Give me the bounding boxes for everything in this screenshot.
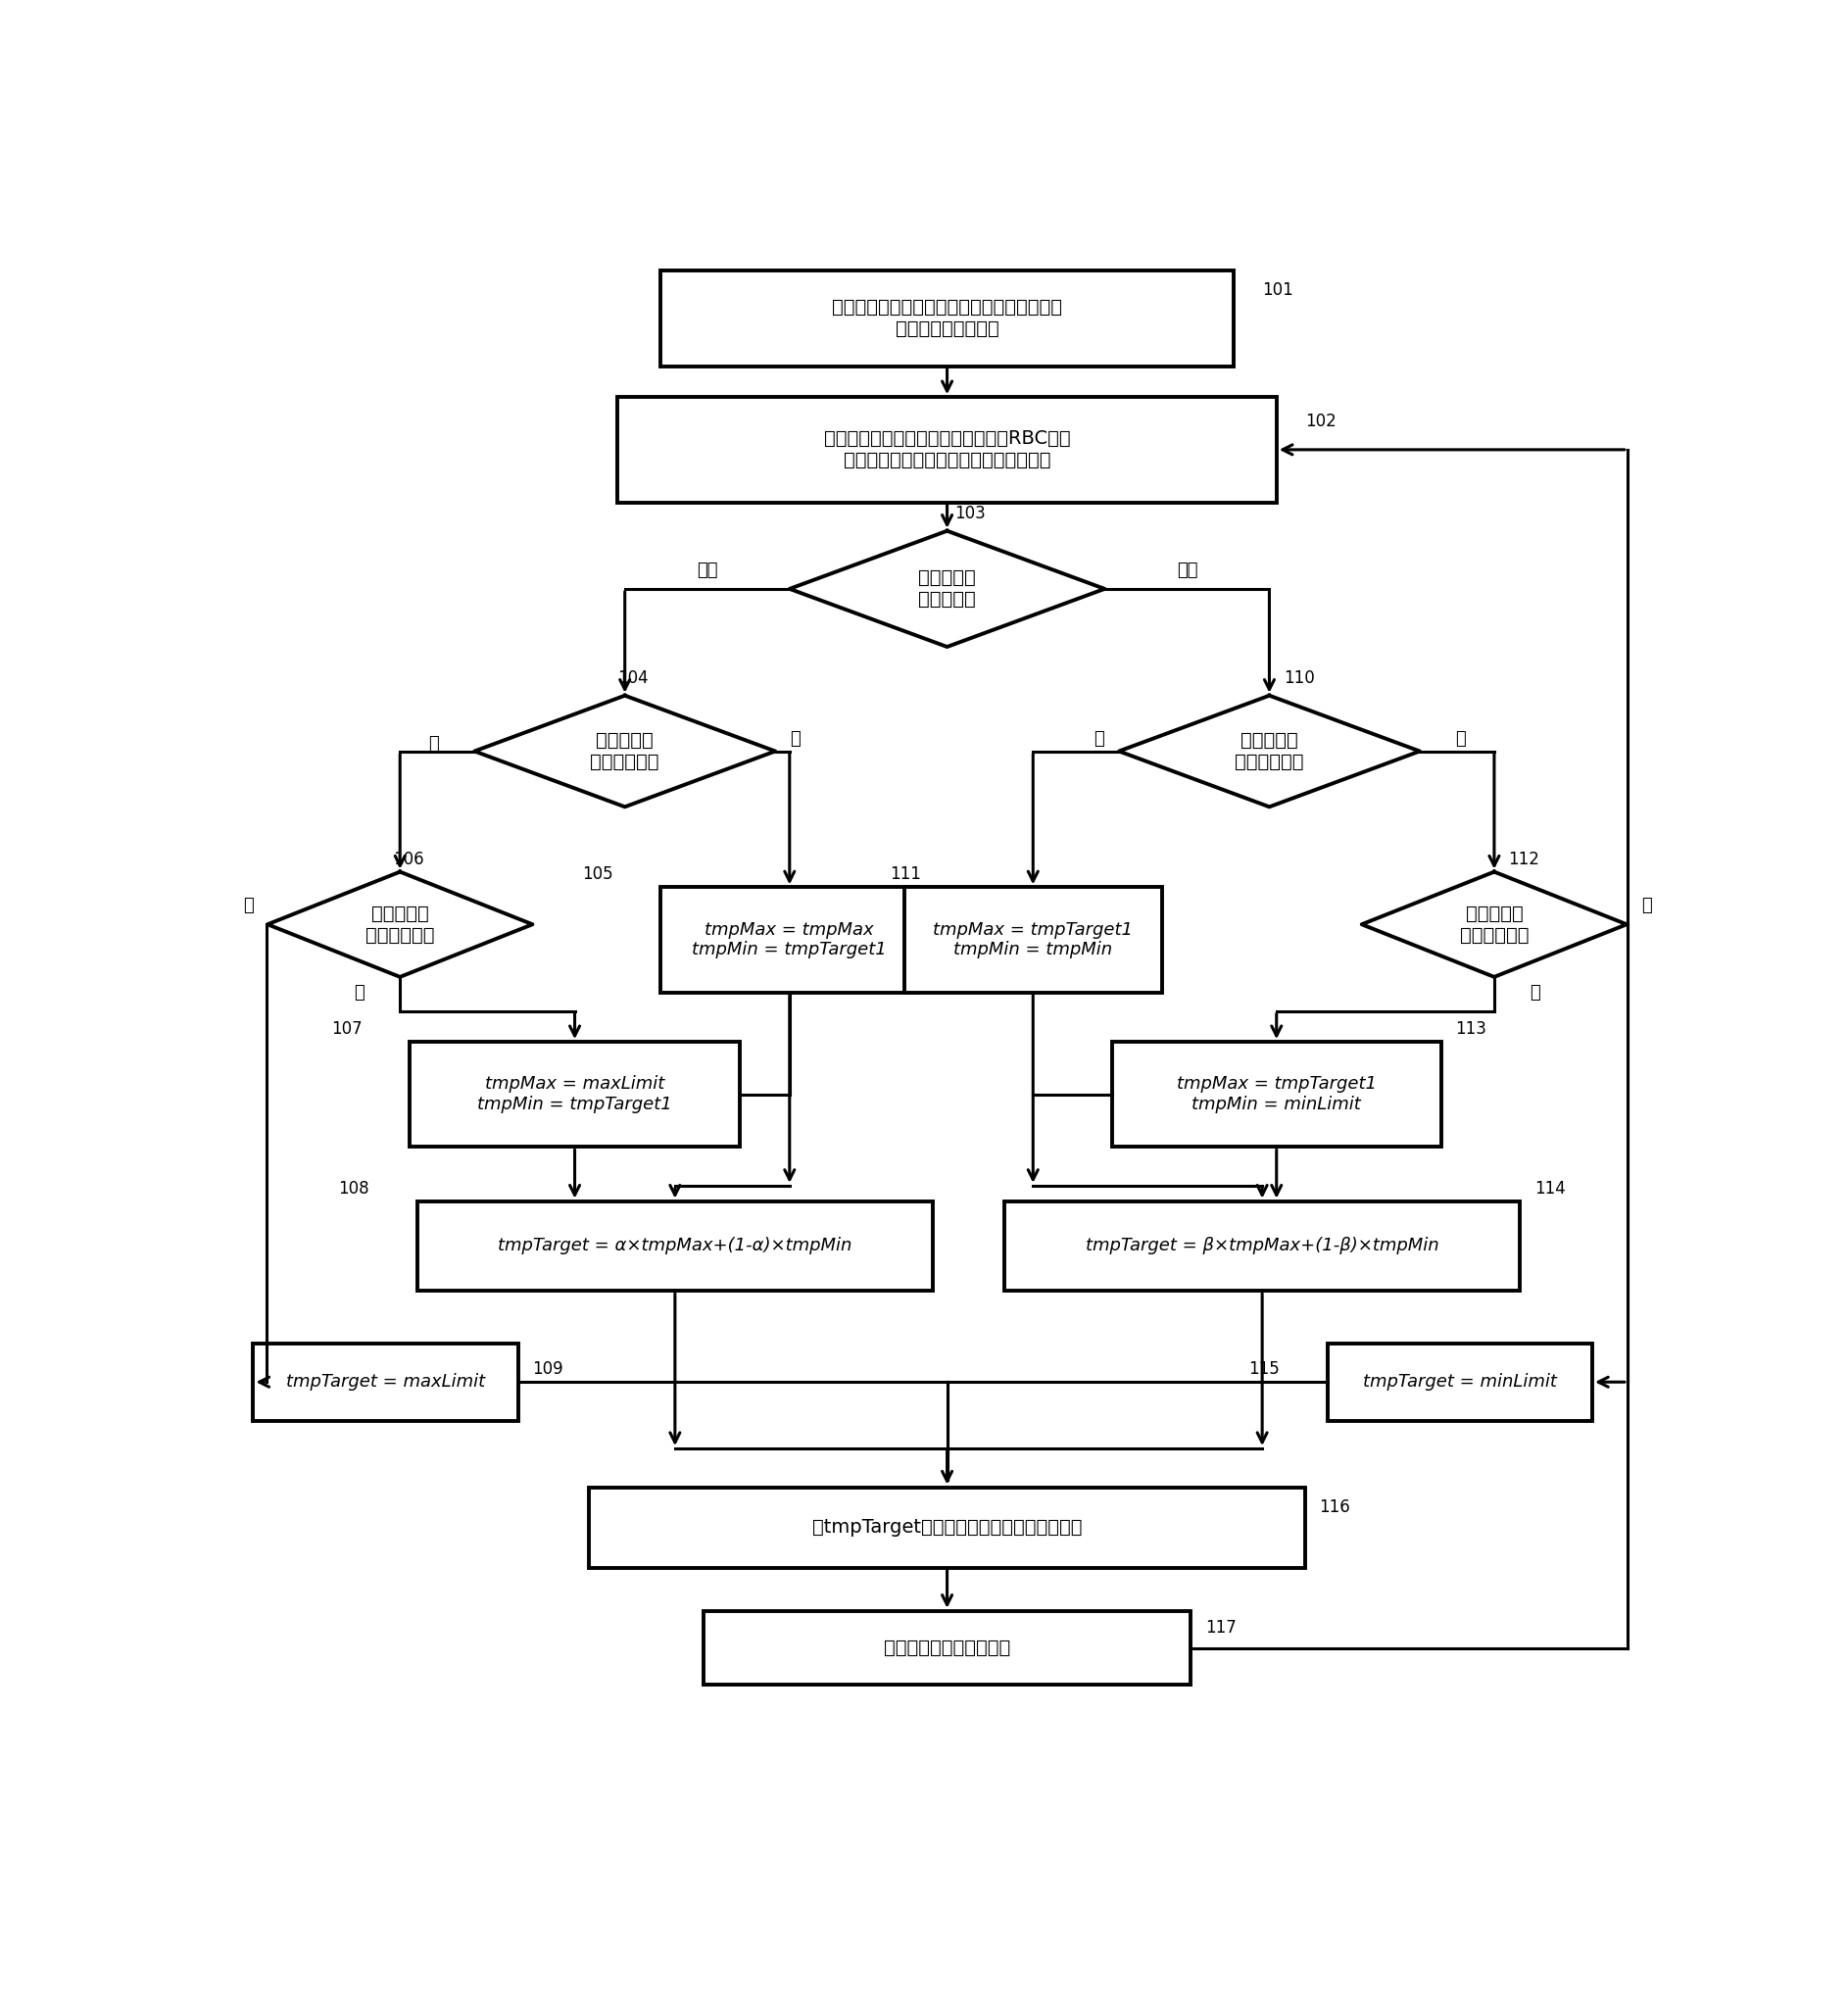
- FancyBboxPatch shape: [418, 1201, 933, 1291]
- Text: 上调: 上调: [697, 562, 717, 578]
- Text: 108: 108: [338, 1179, 370, 1197]
- Text: 107: 107: [331, 1020, 362, 1038]
- Text: 109: 109: [532, 1361, 564, 1377]
- Text: tmpTarget = α×tmpMax+(1-α)×tmpMin: tmpTarget = α×tmpMax+(1-α)×tmpMin: [497, 1237, 852, 1255]
- Text: 103: 103: [954, 504, 985, 522]
- Text: 102: 102: [1305, 414, 1336, 430]
- Text: 116: 116: [1319, 1498, 1351, 1516]
- FancyBboxPatch shape: [1112, 1042, 1441, 1147]
- Text: 和上一次调
整方向同向？: 和上一次调 整方向同向？: [590, 731, 660, 771]
- Text: 到达最大下
调调整步数？: 到达最大下 调调整步数？: [1460, 904, 1528, 944]
- Text: 101: 101: [1262, 281, 1294, 299]
- Polygon shape: [475, 695, 776, 807]
- Text: 下调: 下调: [1177, 562, 1198, 578]
- FancyBboxPatch shape: [662, 271, 1234, 365]
- FancyBboxPatch shape: [253, 1343, 517, 1422]
- Polygon shape: [268, 871, 532, 978]
- FancyBboxPatch shape: [1327, 1343, 1593, 1422]
- Text: tmpMax = maxLimit
tmpMin = tmpTarget1: tmpMax = maxLimit tmpMin = tmpTarget1: [477, 1076, 673, 1114]
- Text: 将tmpTarget做为目标带宽进行无线信道重配: 将tmpTarget做为目标带宽进行无线信道重配: [811, 1518, 1083, 1536]
- Text: 106: 106: [394, 849, 423, 867]
- Text: 执行上、下行业务量调量: 执行上、下行业务量调量: [883, 1639, 1011, 1657]
- Text: 是: 是: [429, 735, 438, 753]
- Text: 105: 105: [582, 865, 614, 884]
- FancyBboxPatch shape: [1005, 1201, 1521, 1291]
- Text: 到达最大上
调调整步数？: 到达最大上 调调整步数？: [366, 904, 434, 944]
- Text: 是: 是: [1641, 898, 1652, 914]
- Polygon shape: [1120, 695, 1419, 807]
- Text: 否: 否: [1530, 984, 1541, 1002]
- Text: 117: 117: [1205, 1618, 1236, 1637]
- Text: tmpTarget = maxLimit: tmpTarget = maxLimit: [286, 1373, 486, 1392]
- Text: 带宽高上调
还是下调？: 带宽高上调 还是下调？: [918, 568, 976, 608]
- Text: 否: 否: [1094, 731, 1105, 747]
- Text: 移动通信系统接收业务量测量报告，RBC对业
务量调量报告执行无线信道带宽调整算法: 移动通信系统接收业务量测量报告，RBC对业 务量调量报告执行无线信道带宽调整算法: [824, 430, 1070, 470]
- Text: 111: 111: [891, 865, 920, 884]
- Text: 112: 112: [1508, 849, 1539, 867]
- Text: 和上一次调
整方向同向？: 和上一次调 整方向同向？: [1234, 731, 1305, 771]
- FancyBboxPatch shape: [662, 888, 918, 992]
- Text: tmpTarget = β×tmpMax+(1-β)×tmpMin: tmpTarget = β×tmpMax+(1-β)×tmpMin: [1085, 1237, 1440, 1255]
- Text: tmpMax = tmpTarget1
tmpMin = tmpMin: tmpMax = tmpTarget1 tmpMin = tmpMin: [933, 922, 1133, 960]
- Text: 114: 114: [1534, 1179, 1565, 1197]
- Text: 104: 104: [617, 669, 649, 687]
- Text: 115: 115: [1249, 1361, 1279, 1377]
- Text: 是: 是: [1456, 731, 1465, 747]
- Text: 设置变量，为移动终端分配初始带宽，并启动
上、下行业务量调量: 设置变量，为移动终端分配初始带宽，并启动 上、下行业务量调量: [832, 297, 1063, 339]
- FancyBboxPatch shape: [410, 1042, 739, 1147]
- Text: 是: 是: [242, 898, 253, 914]
- FancyBboxPatch shape: [617, 398, 1277, 502]
- Polygon shape: [1362, 871, 1626, 978]
- Text: tmpTarget = minLimit: tmpTarget = minLimit: [1362, 1373, 1556, 1392]
- Text: 否: 否: [353, 984, 364, 1002]
- FancyBboxPatch shape: [704, 1610, 1190, 1685]
- Text: 否: 否: [789, 731, 800, 747]
- FancyBboxPatch shape: [590, 1488, 1305, 1568]
- Polygon shape: [789, 530, 1105, 647]
- Text: 113: 113: [1456, 1020, 1488, 1038]
- Text: tmpMax = tmpTarget1
tmpMin = minLimit: tmpMax = tmpTarget1 tmpMin = minLimit: [1177, 1076, 1377, 1114]
- FancyBboxPatch shape: [904, 888, 1162, 992]
- Text: 110: 110: [1284, 669, 1314, 687]
- Text: tmpMax = tmpMax
tmpMin = tmpTarget1: tmpMax = tmpMax tmpMin = tmpTarget1: [693, 922, 887, 960]
